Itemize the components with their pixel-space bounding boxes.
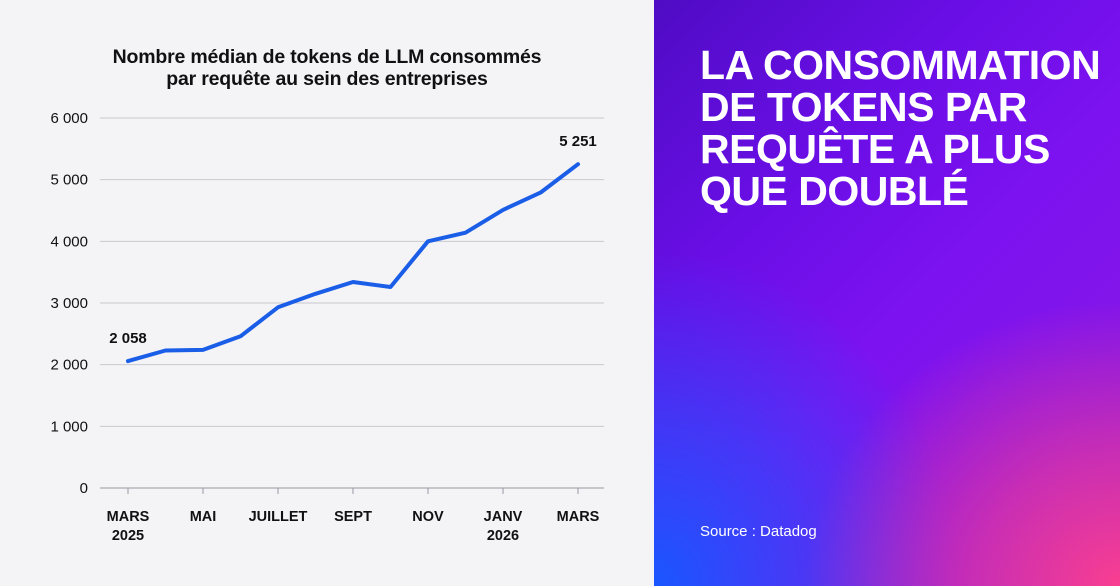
headline-line-3: REQUÊTE A PLUS <box>700 126 1050 172</box>
series-line <box>126 162 580 364</box>
x-tick-label: JANV 2026 <box>484 509 523 544</box>
source-credit: Source : Datadog <box>700 523 817 540</box>
x-tick-label: SEPT <box>334 509 372 525</box>
y-tick-label: 0 <box>80 480 88 497</box>
headline-line-2: DE TOKENS PAR <box>700 84 1027 130</box>
x-tick-label-line: SEPT <box>334 509 372 525</box>
x-tick-label-line: MARS <box>557 509 600 525</box>
x-tick-label-line: MAI <box>190 509 217 525</box>
x-tick-label-line: 2026 <box>487 528 519 544</box>
headline-line-1: LA CONSOMMATION <box>700 42 1101 88</box>
data-label: 5 251 <box>559 133 597 150</box>
y-tick-label: 3 000 <box>50 295 88 312</box>
x-tick-label-line: NOV <box>412 509 444 525</box>
chart-title-line-2: par requête au sein des entreprises <box>166 68 488 90</box>
x-tick-label-line: JANV <box>484 509 523 525</box>
chart-title: Nombre médian de tokens de LLM consommés… <box>20 46 634 90</box>
data-label: 2 058 <box>109 330 147 347</box>
x-tick-label: MARS 2025 <box>107 509 150 544</box>
y-tick-label: 2 000 <box>50 357 88 374</box>
chart-title-line-1: Nombre médian de tokens de LLM consommés <box>112 46 542 68</box>
headline-panel: LA CONSOMMATION DE TOKENS PAR REQUÊTE A … <box>654 0 1120 586</box>
x-tick-label-line: 2025 <box>112 528 144 544</box>
x-tick-label-line: MARS <box>107 509 150 525</box>
headline: LA CONSOMMATION DE TOKENS PAR REQUÊTE A … <box>700 44 1110 212</box>
y-tick-label: 1 000 <box>50 418 88 435</box>
x-tick-label: NOV <box>412 509 444 525</box>
x-tick-label: MARS <box>557 509 600 525</box>
y-tick-label: 5 000 <box>50 172 88 189</box>
y-tick-label: 4 000 <box>50 233 88 250</box>
x-tick-label: JUILLET <box>249 509 308 525</box>
headline-line-4: QUE DOUBLÉ <box>700 168 969 214</box>
chart-panel: Nombre médian de tokens de LLM consommés… <box>0 0 654 586</box>
x-tick-label: MAI <box>190 509 217 525</box>
y-tick-label: 6 000 <box>50 110 88 127</box>
x-tick-label-line: JUILLET <box>249 509 308 525</box>
